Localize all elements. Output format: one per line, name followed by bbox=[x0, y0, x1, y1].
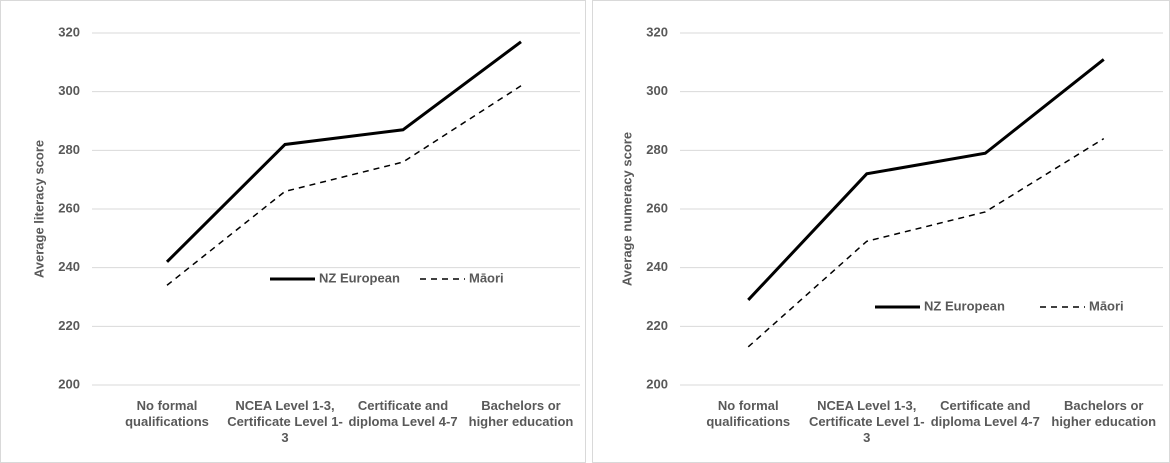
y-tick-label: 320 bbox=[58, 24, 80, 39]
legend-label: NZ European bbox=[319, 270, 400, 285]
x-tick-label: Bachelors or higher education bbox=[1051, 398, 1157, 429]
y-tick-label: 260 bbox=[646, 200, 668, 215]
x-tick-label: NCEA Level 1-3, Certificate Level 1-3 bbox=[808, 398, 925, 445]
y-tick-label: 320 bbox=[646, 24, 668, 39]
series-line bbox=[747, 58, 1105, 301]
x-tick-label: Certificate and diploma Level 4-7 bbox=[348, 398, 458, 429]
y-axis-label: Average literacy score bbox=[31, 140, 46, 278]
legend-label: Māori bbox=[1089, 298, 1124, 313]
y-tick-label: 200 bbox=[58, 376, 80, 391]
x-tick-label: No formal qualifications bbox=[706, 398, 791, 429]
y-tick-label: 220 bbox=[646, 318, 668, 333]
y-tick-label: 260 bbox=[58, 200, 80, 215]
y-tick-label: 240 bbox=[646, 259, 668, 274]
y-tick-label: 300 bbox=[58, 83, 80, 98]
y-tick-label: 220 bbox=[58, 318, 80, 333]
y-tick-label: 300 bbox=[646, 83, 668, 98]
x-tick-label: Bachelors or higher education bbox=[468, 398, 574, 429]
x-tick-label: NCEA Level 1-3, Certificate Level 1-3 bbox=[227, 398, 343, 445]
panel bbox=[0, 0, 586, 463]
x-tick-label: No formal qualifications bbox=[125, 398, 209, 429]
series-line bbox=[747, 137, 1105, 348]
series-line bbox=[165, 40, 522, 263]
y-tick-label: 280 bbox=[58, 142, 80, 157]
y-tick-label: 280 bbox=[646, 142, 668, 157]
legend-label: Māori bbox=[469, 270, 504, 285]
legend-label: NZ European bbox=[924, 298, 1005, 313]
y-axis-label: Average numeracy score bbox=[619, 132, 634, 286]
y-tick-label: 200 bbox=[646, 376, 668, 391]
series-line bbox=[166, 85, 522, 286]
y-tick-label: 240 bbox=[58, 259, 80, 274]
x-tick-label: Certificate and diploma Level 4-7 bbox=[930, 398, 1040, 429]
panel bbox=[592, 0, 1170, 463]
